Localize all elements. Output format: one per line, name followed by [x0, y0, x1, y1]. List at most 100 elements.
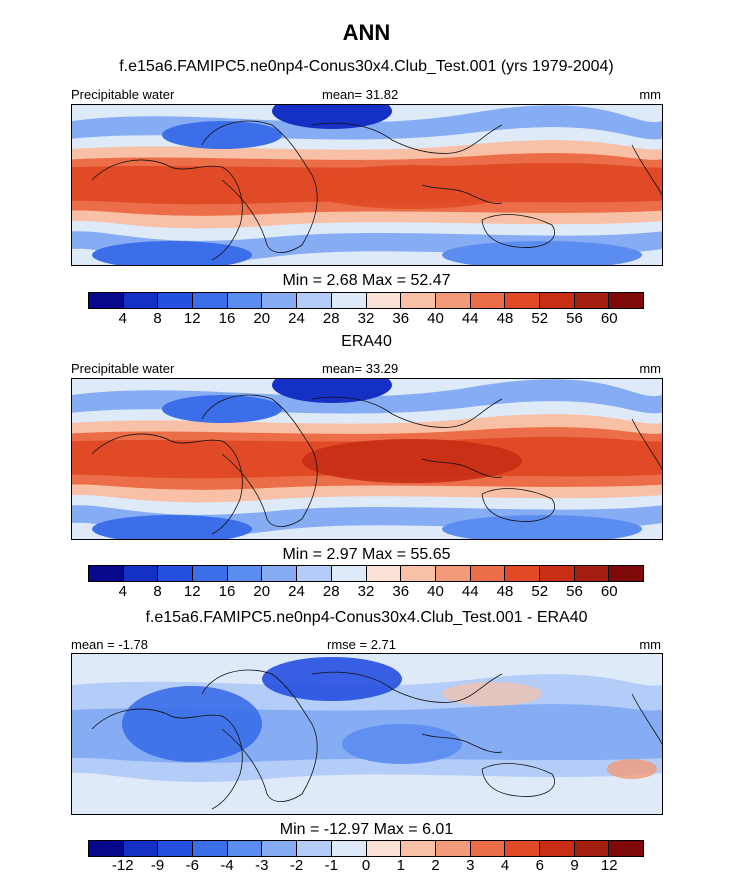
panel-1-units-label: mm	[639, 87, 661, 102]
colorbar-swatch	[297, 566, 332, 581]
colorbar-tick-label: 24	[288, 583, 305, 600]
colorbar-swatch	[574, 293, 610, 308]
colorbar-swatch	[158, 293, 194, 308]
colorbar-tick-label: 3	[466, 857, 475, 874]
colorbar-swatch	[89, 841, 124, 856]
panel-1-field	[72, 105, 662, 265]
colorbar-swatch	[227, 566, 263, 581]
colorbar-swatch	[123, 566, 159, 581]
panel-2-minmax: Min = 2.97 Max = 55.65	[282, 546, 451, 563]
colorbar-swatch	[539, 293, 575, 308]
colorbar-tick-label: 36	[392, 310, 410, 327]
colorbar-tick-label: 4	[118, 583, 127, 600]
colorbar-swatch	[89, 293, 124, 308]
colorbar-swatch	[539, 566, 575, 581]
panel-2-map	[71, 378, 663, 540]
panel-2-mean-label: mean= 33.29	[322, 361, 399, 376]
colorbar-tick-label: -9	[150, 857, 165, 874]
colorbar-tick-label: 44	[461, 310, 479, 327]
colorbar-swatch	[366, 841, 402, 856]
colorbar-swatch	[123, 841, 159, 856]
colorbar-swatch	[123, 293, 159, 308]
colorbar-tick-label: 60	[600, 310, 618, 327]
colorbar-swatch	[262, 293, 298, 308]
panel-2-title: ERA40	[341, 333, 392, 350]
colorbar-tick-label: 16	[218, 310, 236, 327]
main-title: ANN	[342, 20, 391, 45]
panel-1-colorbar	[88, 292, 644, 309]
colorbar-tick-label: 32	[357, 310, 375, 327]
colorbar-tick-label: 44	[461, 583, 479, 600]
colorbar-swatch	[366, 293, 402, 308]
colorbar-swatch	[262, 841, 298, 856]
colorbar-tick-label: 16	[218, 583, 236, 600]
colorbar-swatch	[435, 293, 471, 308]
colorbar-swatch	[470, 841, 506, 856]
panel-1-minmax: Min = 2.68 Max = 52.47	[282, 272, 451, 289]
panel-3-mean-label: mean = -1.78	[71, 637, 148, 652]
colorbar-tick-label: -1	[324, 857, 338, 874]
colorbar-swatch	[331, 566, 367, 581]
colorbar-tick-label: 32	[357, 583, 375, 600]
colorbar-swatch	[193, 293, 228, 308]
colorbar-swatch	[609, 841, 643, 856]
colorbar-swatch	[331, 841, 367, 856]
colorbar-tick-label: 28	[322, 583, 340, 600]
panel-1-variable-label: Precipitable water	[71, 87, 175, 102]
panel-1-colorbar-ticks: 4 8 12 16 20 24 28 32 36 40 44 48 52 56 60	[88, 310, 644, 328]
panel-1-map	[71, 104, 663, 266]
panel-3-colorbar	[88, 840, 644, 857]
colorbar-tick-label: -4	[220, 857, 234, 874]
panel-3-minmax: Min = -12.97 Max = 6.01	[279, 821, 454, 838]
colorbar-tick-label: 12	[600, 857, 618, 874]
colorbar-tick-label: 4	[500, 857, 510, 874]
colorbar-tick-label: 40	[427, 583, 444, 600]
colorbar-swatch	[435, 841, 471, 856]
colorbar-tick-label: 28	[322, 310, 340, 327]
colorbar-swatch	[331, 293, 367, 308]
colorbar-swatch	[401, 293, 436, 308]
colorbar-tick-label: 9	[570, 857, 579, 874]
colorbar-tick-label: 56	[566, 583, 583, 600]
colorbar-swatch	[574, 566, 610, 581]
colorbar-tick-label: 52	[531, 310, 549, 327]
colorbar-tick-label: 48	[496, 310, 514, 327]
colorbar-swatch	[227, 293, 263, 308]
colorbar-swatch	[401, 841, 436, 856]
colorbar-tick-label: 60	[600, 583, 618, 600]
panel-3-rmse-label: rmse = 2.71	[327, 637, 397, 652]
colorbar-swatch	[609, 293, 643, 308]
colorbar-tick-label: 8	[153, 583, 162, 600]
colorbar-tick-label: 40	[427, 310, 444, 327]
colorbar-swatch	[609, 566, 643, 581]
colorbar-swatch	[193, 841, 228, 856]
colorbar-tick-label: 2	[431, 857, 440, 874]
colorbar-swatch	[505, 293, 540, 308]
colorbar-swatch	[366, 566, 402, 581]
panel-2-colorbar	[88, 565, 644, 582]
colorbar-tick-label: 56	[566, 310, 583, 327]
colorbar-tick-label: 20	[253, 583, 271, 600]
colorbar-swatch	[470, 566, 506, 581]
colorbar-tick-label: -2	[289, 857, 304, 874]
colorbar-swatch	[435, 566, 471, 581]
colorbar-tick-label: 48	[496, 583, 514, 600]
colorbar-tick-label: -3	[255, 857, 269, 874]
colorbar-tick-label: 0	[361, 857, 371, 874]
colorbar-swatch	[89, 566, 124, 581]
colorbar-tick-label: 36	[392, 583, 410, 600]
panel-3-units-label: mm	[639, 637, 661, 652]
colorbar-swatch	[193, 566, 228, 581]
panel-1-mean-label: mean= 31.82	[322, 87, 399, 102]
colorbar-tick-label: 4	[118, 310, 127, 327]
colorbar-swatch	[505, 841, 540, 856]
panel-3-map	[71, 653, 663, 815]
panel-2-colorbar-ticks: 4 8 12 16 20 24 28 32 36 40 44 48 52 56 60	[88, 583, 644, 601]
colorbar-swatch	[470, 293, 506, 308]
colorbar-swatch	[158, 566, 194, 581]
colorbar-swatch	[297, 841, 332, 856]
panel-2-field	[72, 379, 662, 539]
colorbar-swatch	[505, 566, 540, 581]
panel-1-title: f.e15a6.FAMIPC5.ne0np4-Conus30x4.Club_Te…	[119, 58, 614, 75]
colorbar-tick-label: 20	[253, 310, 271, 327]
